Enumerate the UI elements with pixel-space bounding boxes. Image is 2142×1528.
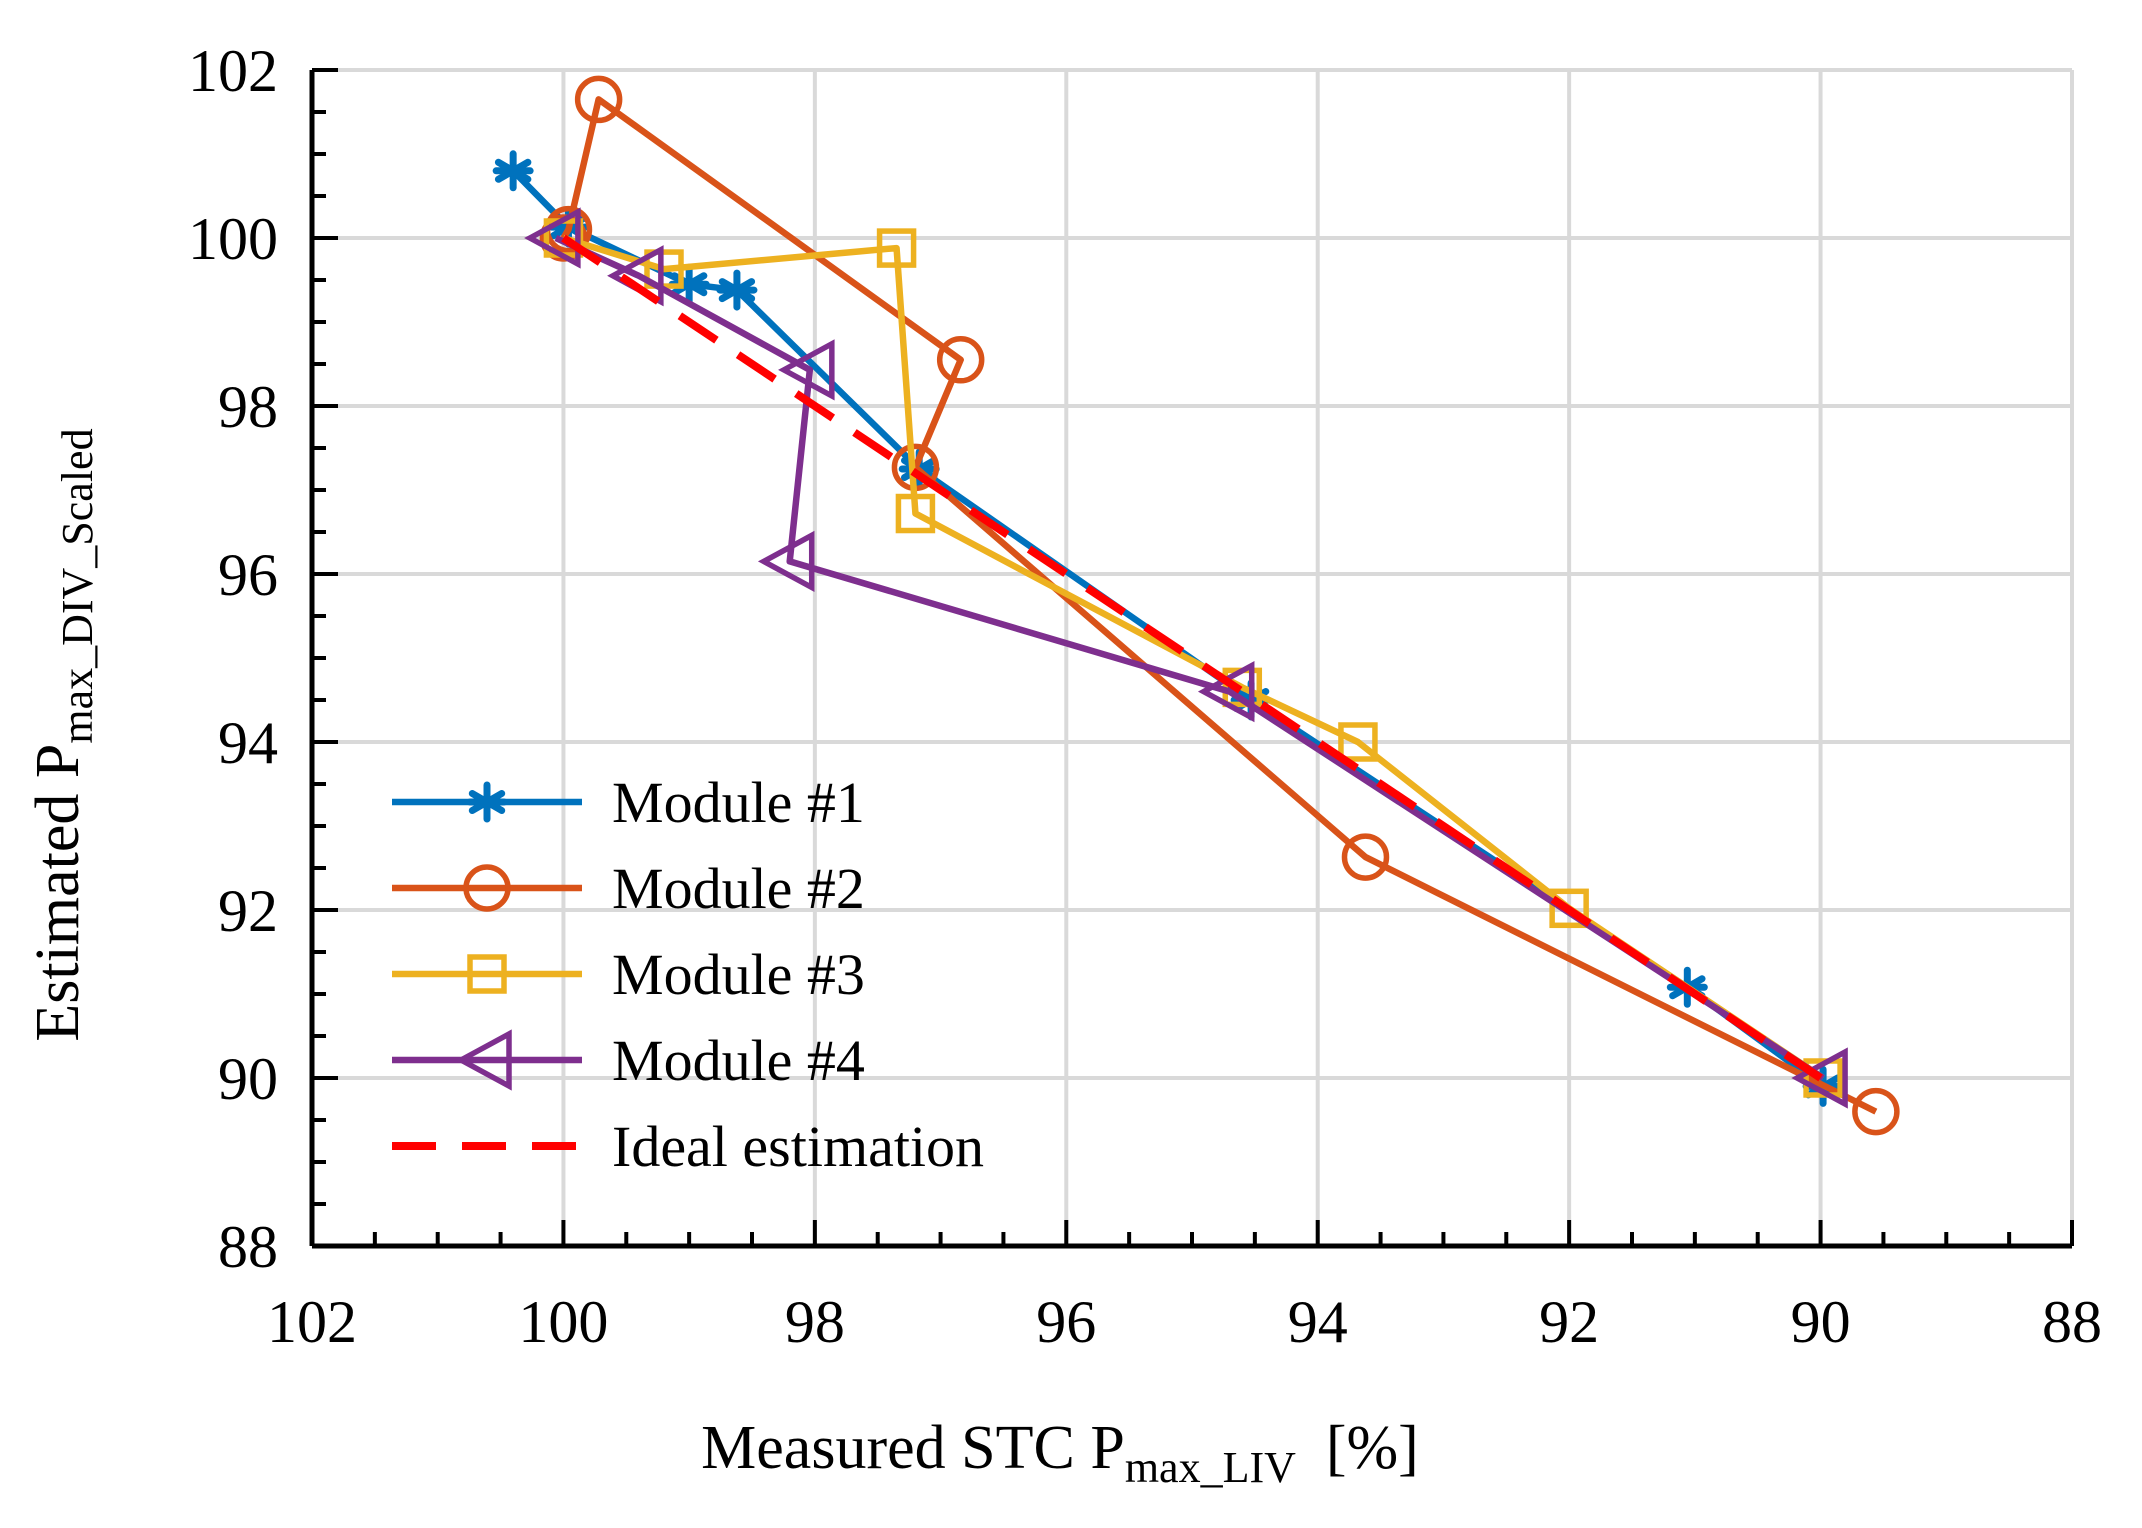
legend-item: Ideal estimation bbox=[392, 1114, 984, 1179]
y-axis-title-main: Estimated P bbox=[24, 744, 92, 1042]
series-module-4 bbox=[524, 207, 1848, 1109]
legend-label: Module #4 bbox=[612, 1028, 865, 1093]
data-point-marker bbox=[1549, 888, 1589, 929]
legend-marker bbox=[463, 864, 511, 912]
axes: 88 90 92 94 96 98 100 102 102 100 98 96 94 92 90 88 bbox=[188, 38, 2102, 1355]
y-axis-title-subscript: max_DIV_Scaled bbox=[53, 428, 102, 743]
x-tick-label: 90 bbox=[1791, 1289, 1851, 1355]
data-point-marker bbox=[574, 75, 623, 124]
data-point-marker bbox=[1791, 1047, 1848, 1109]
x-tick-label: 94 bbox=[1288, 1289, 1348, 1355]
y-tick-label: 90 bbox=[218, 1046, 278, 1112]
legend-item: Module #2 bbox=[392, 856, 865, 921]
legend-label: Module #2 bbox=[612, 856, 865, 921]
data-point-marker bbox=[492, 150, 534, 192]
y-tick-label: 98 bbox=[218, 374, 278, 440]
x-tick-label: 92 bbox=[1539, 1289, 1599, 1355]
legend-label: Ideal estimation bbox=[612, 1114, 984, 1179]
data-point-marker bbox=[757, 530, 815, 593]
x-tick-label: 88 bbox=[2042, 1289, 2102, 1355]
y-tick-label: 100 bbox=[188, 206, 278, 272]
y-axis-title: Estimated Pmax_DIV_Scaled bbox=[24, 428, 102, 1041]
legend-marker bbox=[467, 954, 507, 994]
y-tick-label: 94 bbox=[218, 710, 278, 776]
data-point-marker bbox=[778, 339, 835, 401]
x-tick-label: 100 bbox=[518, 1289, 608, 1355]
series-line bbox=[561, 234, 1823, 1082]
y-tick-label: 92 bbox=[218, 878, 278, 944]
legend-item: Module #4 bbox=[392, 1028, 865, 1093]
data-point-marker bbox=[524, 207, 581, 269]
data-point-marker bbox=[716, 269, 758, 311]
legend: Module #1 Module #2 Module #3 Module #4 Idea… bbox=[392, 770, 984, 1179]
y-tick-label: 96 bbox=[218, 542, 278, 608]
x-axis-title-unit: [%] bbox=[1326, 1414, 1419, 1482]
x-axis-title-main: Measured STC P bbox=[701, 1414, 1125, 1482]
data-point-marker bbox=[1341, 833, 1390, 881]
data-point-marker bbox=[895, 493, 936, 534]
x-axis-title-subscript: max_LIV bbox=[1125, 1443, 1296, 1492]
x-tick-label: 96 bbox=[1036, 1289, 1096, 1355]
series-ideal-estimation bbox=[561, 234, 1823, 1082]
data-point-marker bbox=[1852, 1087, 1900, 1136]
legend-marker bbox=[466, 781, 508, 823]
series-module-2 bbox=[539, 75, 1900, 1136]
x-tick-label: 98 bbox=[785, 1289, 845, 1355]
data-point-marker bbox=[876, 228, 917, 268]
series-line bbox=[560, 96, 1878, 1115]
data-point-marker bbox=[936, 336, 985, 384]
y-tick-label: 88 bbox=[218, 1214, 278, 1280]
series-line bbox=[562, 234, 1825, 1081]
x-tick-label: 102 bbox=[267, 1289, 357, 1355]
legend-item: Module #3 bbox=[392, 942, 865, 1007]
legend-label: Module #1 bbox=[612, 770, 865, 835]
legend-label: Module #3 bbox=[612, 942, 865, 1007]
y-tick-label: 102 bbox=[188, 38, 278, 104]
legend-marker bbox=[455, 1029, 512, 1091]
series-layer bbox=[492, 75, 1900, 1136]
legend-item: Module #1 bbox=[392, 770, 865, 835]
data-point-marker bbox=[1338, 722, 1378, 762]
x-axis-title: Measured STC Pmax_LIV [%] bbox=[701, 1414, 1419, 1492]
